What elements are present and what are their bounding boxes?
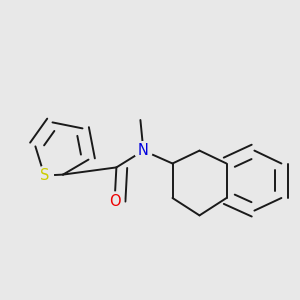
Circle shape <box>134 142 152 160</box>
Text: O: O <box>109 194 120 208</box>
Text: S: S <box>40 168 49 183</box>
Circle shape <box>106 192 124 210</box>
Text: N: N <box>138 143 149 158</box>
Circle shape <box>35 167 53 184</box>
